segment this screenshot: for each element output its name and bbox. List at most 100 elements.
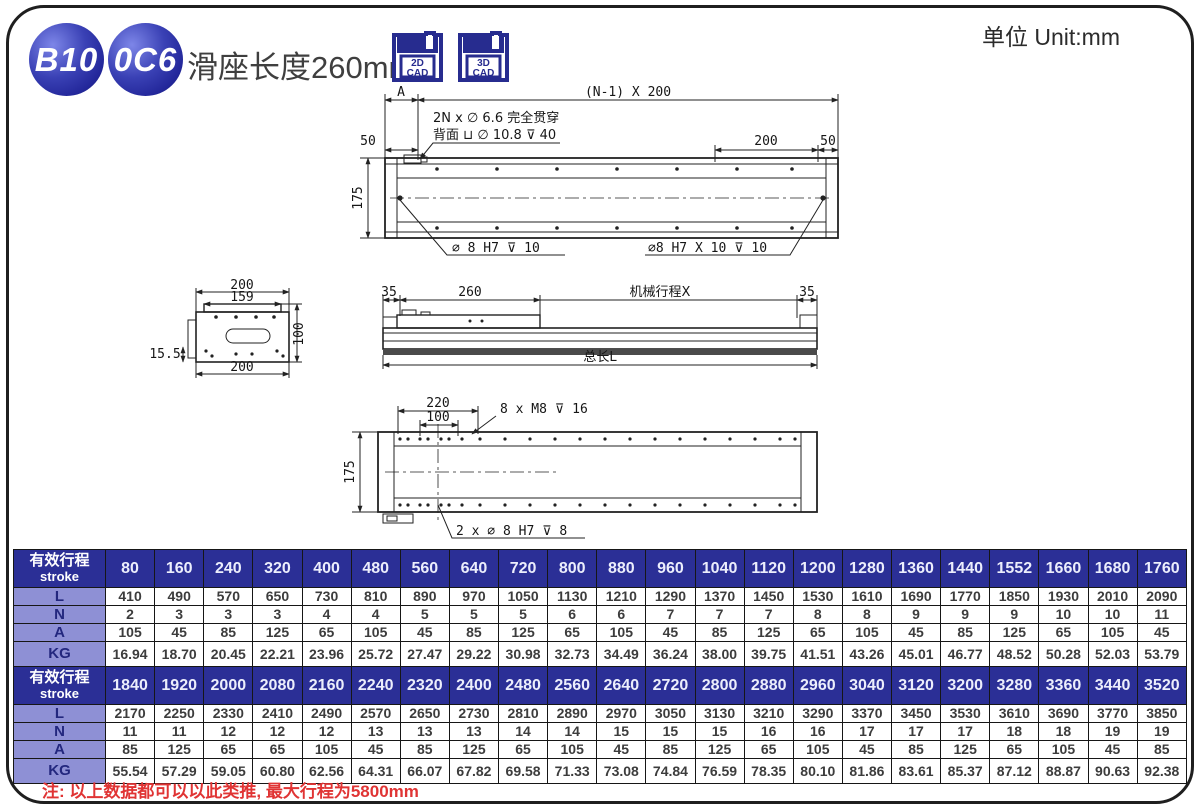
cad-3d-download-icon[interactable]: 3D CAD xyxy=(456,29,511,84)
stroke-value: 3120 xyxy=(890,666,942,705)
cell-n: 15 xyxy=(645,722,696,741)
cell-a: 105 xyxy=(1038,740,1089,759)
cell-kg: 53.79 xyxy=(1136,641,1188,667)
cell-a: 45 xyxy=(841,740,893,759)
cell-n: 6 xyxy=(547,605,598,624)
cell-n: 16 xyxy=(743,722,794,741)
cell-kg: 88.87 xyxy=(1038,758,1089,784)
stroke-value: 2560 xyxy=(547,666,598,705)
cell-l: 2970 xyxy=(596,704,647,723)
stroke-value: 1660 xyxy=(1038,549,1089,588)
cell-n: 9 xyxy=(989,605,1040,624)
cell-l: 3770 xyxy=(1087,704,1138,723)
stroke-value: 2240 xyxy=(350,666,401,705)
stroke-value: 3520 xyxy=(1136,666,1188,705)
dim-35-left: 35 xyxy=(381,285,397,300)
cell-kg: 48.52 xyxy=(989,641,1040,667)
cell-a: 105 xyxy=(301,740,352,759)
stroke-header-label: 有效行程 stroke xyxy=(13,549,106,588)
cell-kg: 20.45 xyxy=(203,641,254,667)
cell-a: 45 xyxy=(1136,623,1188,642)
cell-l: 650 xyxy=(252,587,303,606)
cell-l: 2650 xyxy=(399,704,450,723)
stroke-value: 2160 xyxy=(301,666,352,705)
stroke-spec-table: 有效行程 stroke 80 160 240 320 400 480 560 640 720 800 8… xyxy=(13,549,1188,784)
row-label-a: A xyxy=(13,623,106,642)
cell-n: 12 xyxy=(203,722,254,741)
cell-kg: 22.21 xyxy=(252,641,303,667)
page-title: 滑座长度260mm xyxy=(187,50,415,85)
cell-a: 105 xyxy=(596,623,647,642)
cell-l: 3210 xyxy=(743,704,794,723)
cell-l: 3610 xyxy=(989,704,1040,723)
cell-n: 12 xyxy=(252,722,303,741)
stroke-value: 1360 xyxy=(890,549,942,588)
cell-a: 85 xyxy=(890,740,942,759)
cell-n: 11 xyxy=(104,722,156,741)
cell-l: 1450 xyxy=(743,587,794,606)
cell-n: 5 xyxy=(399,605,450,624)
dim-200-right: 200 xyxy=(754,134,777,149)
screw-hole-dots xyxy=(398,437,797,507)
cell-l: 3050 xyxy=(645,704,696,723)
cell-n: 5 xyxy=(448,605,500,624)
cell-a: 65 xyxy=(792,623,843,642)
cell-kg: 85.37 xyxy=(940,758,991,784)
stroke-value: 1680 xyxy=(1087,549,1138,588)
cell-l: 1850 xyxy=(989,587,1040,606)
cell-n: 12 xyxy=(301,722,352,741)
cell-kg: 29.22 xyxy=(448,641,500,667)
cell-l: 1610 xyxy=(841,587,893,606)
cell-a: 65 xyxy=(547,623,598,642)
stroke-value: 3440 xyxy=(1087,666,1138,705)
cell-n: 10 xyxy=(1087,605,1138,624)
cell-n: 15 xyxy=(596,722,647,741)
dim-175-plan: 175 xyxy=(343,460,358,483)
model-badge-code-label: 0C6 xyxy=(113,40,178,78)
cell-a: 85 xyxy=(203,623,254,642)
cell-a: 125 xyxy=(743,623,794,642)
cell-a: 45 xyxy=(350,740,401,759)
stroke-value: 2640 xyxy=(596,666,647,705)
cell-kg: 23.96 xyxy=(301,641,352,667)
cell-l: 970 xyxy=(448,587,500,606)
cell-a: 45 xyxy=(154,623,205,642)
callout-counterbore-line1: 2N x ∅ 6.6 完全贯穿 xyxy=(433,110,559,126)
stroke-value: 1200 xyxy=(792,549,843,588)
stroke-value: 1920 xyxy=(154,666,205,705)
cell-a: 85 xyxy=(645,740,696,759)
row-label-l: L xyxy=(13,587,106,606)
cell-n: 3 xyxy=(252,605,303,624)
cell-kg: 52.03 xyxy=(1087,641,1138,667)
cell-n: 13 xyxy=(350,722,401,741)
cell-a: 125 xyxy=(252,623,303,642)
cell-kg: 34.49 xyxy=(596,641,647,667)
stroke-value: 2880 xyxy=(743,666,794,705)
cell-a: 125 xyxy=(154,740,205,759)
cell-l: 1690 xyxy=(890,587,942,606)
cell-kg: 30.98 xyxy=(497,641,549,667)
cell-kg: 18.70 xyxy=(154,641,205,667)
cell-kg: 43.26 xyxy=(841,641,893,667)
stroke-value: 240 xyxy=(203,549,254,588)
cell-a: 125 xyxy=(989,623,1040,642)
cell-a: 105 xyxy=(547,740,598,759)
cell-l: 810 xyxy=(350,587,401,606)
cell-a: 105 xyxy=(350,623,401,642)
cad-2d-download-icon[interactable]: 2D CAD xyxy=(390,29,445,84)
cad-3d-label-line2: CAD xyxy=(473,68,495,79)
cell-kg: 50.28 xyxy=(1038,641,1089,667)
cell-a: 85 xyxy=(940,623,991,642)
cell-l: 2250 xyxy=(154,704,205,723)
cell-n: 3 xyxy=(203,605,254,624)
cell-l: 2490 xyxy=(301,704,352,723)
front-view-drawing: A (N-1) X 200 50 2N x ∅ 6.6 完全贯穿 背面 ⊔ ∅ … xyxy=(351,86,839,256)
cell-l: 2330 xyxy=(203,704,254,723)
stroke-value: 1280 xyxy=(841,549,893,588)
stroke-value: 960 xyxy=(645,549,696,588)
cell-n: 17 xyxy=(890,722,942,741)
cell-n: 16 xyxy=(792,722,843,741)
unit-label: 单位 Unit:mm xyxy=(982,24,1120,50)
cell-l: 2170 xyxy=(104,704,156,723)
